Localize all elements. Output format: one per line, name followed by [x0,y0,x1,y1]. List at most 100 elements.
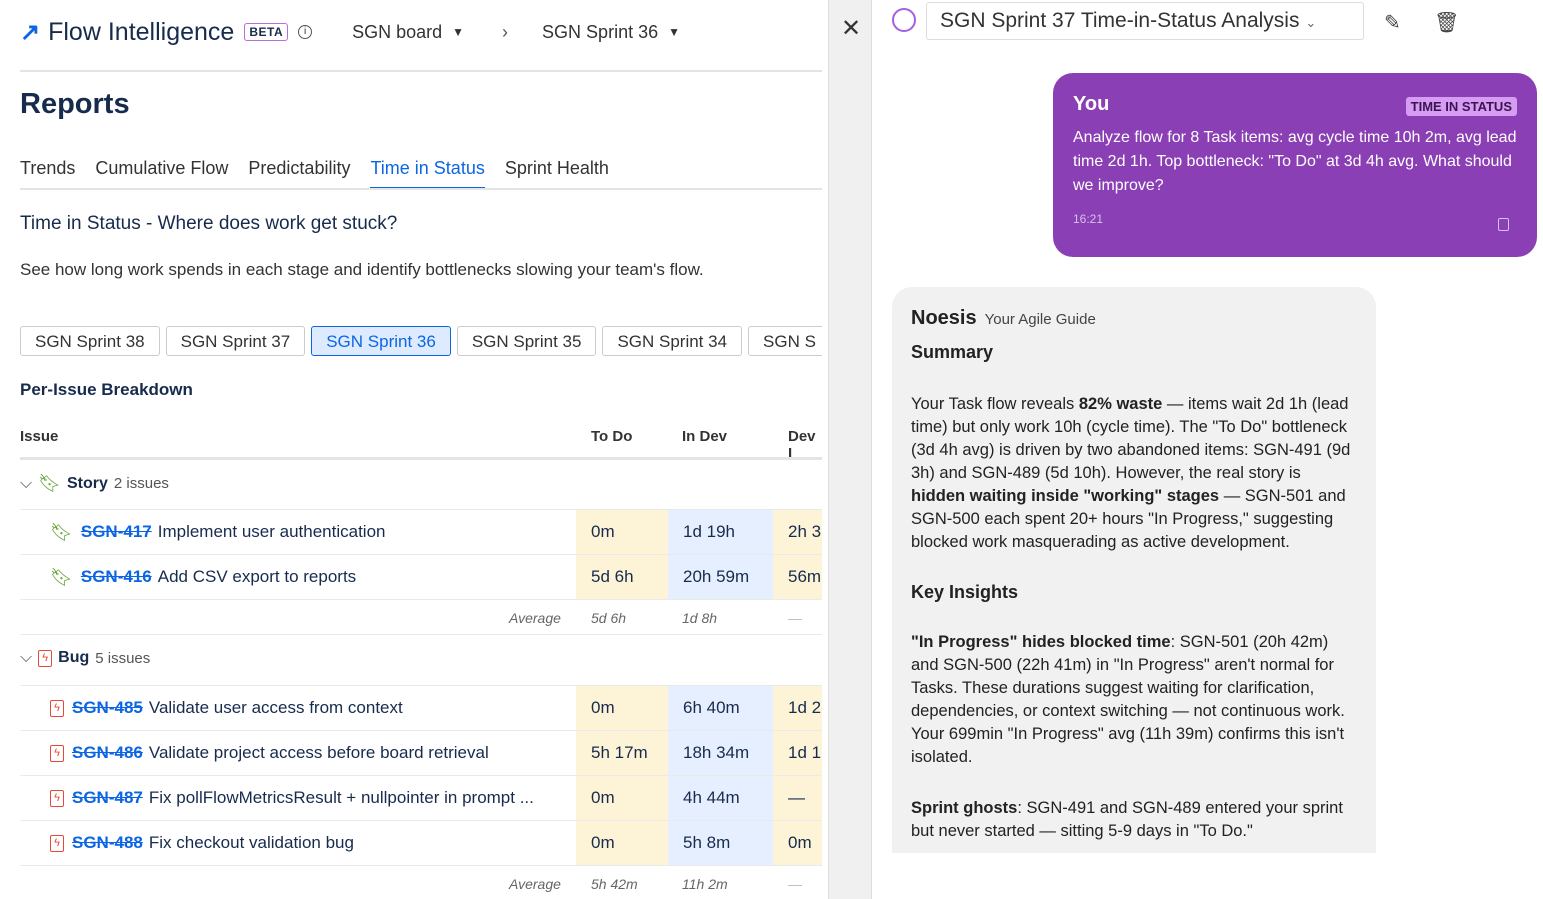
message-author: You [1073,93,1110,115]
column-header-dev: Dev I [788,428,816,462]
dev-cell: 1d 2l [773,686,822,730]
tab-cumulative-flow[interactable]: Cumulative Flow [95,158,229,178]
story-icon: 🔖︎ [50,566,73,587]
section-description: See how long work spends in each stage a… [20,260,704,279]
issue-key-link[interactable]: SGN-417 [80,522,152,541]
todo-cell: 5d 6h [576,555,668,599]
tab-sprint-health[interactable]: Sprint Health [504,158,609,178]
dev-cell: — [773,776,822,820]
avg-dev: — [788,610,802,626]
sprint-chip-active[interactable]: SGN Sprint 36 [311,326,451,356]
chevron-right-icon: › [502,21,509,42]
close-icon[interactable]: ✕ [841,15,862,42]
chevron-down-icon[interactable]: ⌵ [20,474,33,492]
summary-heading: Summary [911,342,994,362]
avg-dev: — [788,876,802,892]
info-icon[interactable]: i [298,25,313,39]
brain-icon [892,8,916,32]
chevron-down-icon[interactable]: ⌵ [20,649,33,666]
todo-cell: 0m [576,510,668,554]
reports-panel: ↗ Flow Intelligence BETA i SGN board ▼ › … [20,17,822,898]
group-header[interactable]: ⌵ ϟ Bug 5 issues [20,635,822,686]
trend-up-icon: ↗ [20,18,41,46]
board-selector[interactable]: SGN board ▼ [352,22,464,43]
conversation-title: SGN Sprint 37 Time-in-Status Analysis [940,9,1300,32]
table-row: ϟ SGN-487 Fix pollFlowMetricsResult + null… [20,776,822,821]
column-header-indev: In Dev [682,428,728,445]
tab-time-in-status[interactable]: Time in Status [370,158,485,190]
trash-icon[interactable]: 🗑 [1434,12,1460,34]
edit-icon[interactable]: ✎ [1384,12,1401,34]
indev-cell: 6h 40m [668,686,773,730]
page-title: Reports [20,88,130,120]
sprint-selector[interactable]: SGN Sprint 36 ▼ [542,22,680,43]
chat-panel: SGN Sprint 37 Time-in-Status Analysis ⌄ … [872,0,1543,899]
message-text: Analyze flow for 8 Task items: avg cycle… [1073,129,1517,194]
board-label: SGN board [352,21,443,42]
issue-key-link[interactable]: SGN-487 [72,788,143,807]
table-row: ϟ SGN-488 Fix checkout validation bug 0m 5… [20,821,822,866]
avg-indev: 11h 2m [682,876,728,892]
group-name: Story [67,474,108,492]
issue-key-link[interactable]: SGN-486 [72,743,143,762]
table-row: 🔖︎ SGN-416 Add CSV export to reports 5d 6h… [20,555,822,600]
bug-icon: ϟ [50,834,64,852]
sprint-chip[interactable]: SGN S [748,326,822,356]
issue-title: Validate project access before board ret… [148,743,489,762]
divider [20,188,822,190]
bug-icon: ϟ [38,649,53,667]
sprint-chip[interactable]: SGN Sprint 35 [456,326,597,356]
dev-cell: 56m [773,555,822,599]
column-header-issue: Issue [20,428,59,445]
column-header-todo: To Do [591,428,633,445]
summary-text: Your Task flow reveals 82% waste — items… [911,395,1351,551]
table-row: ϟ SGN-485 Validate user access from contex… [20,686,822,731]
issue-title: Implement user authentication [157,522,386,541]
panel-divider: ✕ [828,0,872,899]
app-title: Flow Intelligence [48,17,235,46]
indev-cell: 18h 34m [668,731,773,775]
todo-cell: 0m [576,686,668,730]
chevron-down-icon: ⌄ [1305,15,1317,30]
story-icon: 🔖︎ [38,473,61,493]
copy-icon[interactable] [1498,218,1509,231]
story-icon: 🔖︎ [50,521,73,542]
issue-title: Fix pollFlowMetricsResult + nullpointer … [148,788,534,807]
context-tag: TIME IN STATUS [1405,97,1517,116]
sprint-chip[interactable]: SGN Sprint 38 [20,326,160,356]
todo-cell: 0m [576,776,668,820]
insight-text: "In Progress" hides blocked time: SGN-50… [911,633,1345,766]
sprint-chip[interactable]: SGN Sprint 37 [165,326,306,356]
group-name: Bug [58,649,90,666]
issue-key-link[interactable]: SGN-488 [72,833,143,852]
indev-cell: 5h 8m [668,821,773,865]
table-row: 🔖︎ SGN-417 Implement user authentication 0… [20,510,822,555]
tab-trends[interactable]: Trends [20,158,76,178]
bug-icon: ϟ [50,789,64,807]
chevron-down-icon: ▼ [452,25,465,39]
table-row: ϟ SGN-486 Validate project access before b… [20,731,822,776]
average-label: Average [509,876,561,892]
issue-title: Validate user access from context [148,698,403,717]
sprint-chips: SGN Sprint 38 SGN Sprint 37 SGN Sprint 3… [20,326,822,356]
indev-cell: 1d 19h [668,510,773,554]
issue-title: Fix checkout validation bug [148,833,354,852]
user-message: You TIME IN STATUS Analyze flow for 8 Ta… [1053,73,1537,257]
average-row: Average 5h 42m 11h 2m — [20,866,822,898]
dev-cell: 2h 3 [773,510,822,554]
group-header[interactable]: ⌵ 🔖︎ Story 2 issues [20,459,822,510]
average-label: Average [509,610,561,626]
avg-todo: 5h 42m [591,876,638,892]
conversation-selector[interactable]: SGN Sprint 37 Time-in-Status Analysis ⌄ [926,2,1364,40]
dev-cell: 1d 12 [773,731,822,775]
tab-predictability[interactable]: Predictability [248,158,351,178]
sprint-label: SGN Sprint 36 [542,21,659,42]
assistant-subtitle: Your Agile Guide [984,311,1096,328]
issue-key-link[interactable]: SGN-485 [72,698,143,717]
sprint-chip[interactable]: SGN Sprint 34 [602,326,743,356]
issue-key-link[interactable]: SGN-416 [80,567,152,586]
insights-heading: Key Insights [911,582,1019,602]
beta-badge: BETA [244,23,289,41]
avg-indev: 1d 8h [682,610,718,626]
average-row: Average 5d 6h 1d 8h — [20,600,822,635]
